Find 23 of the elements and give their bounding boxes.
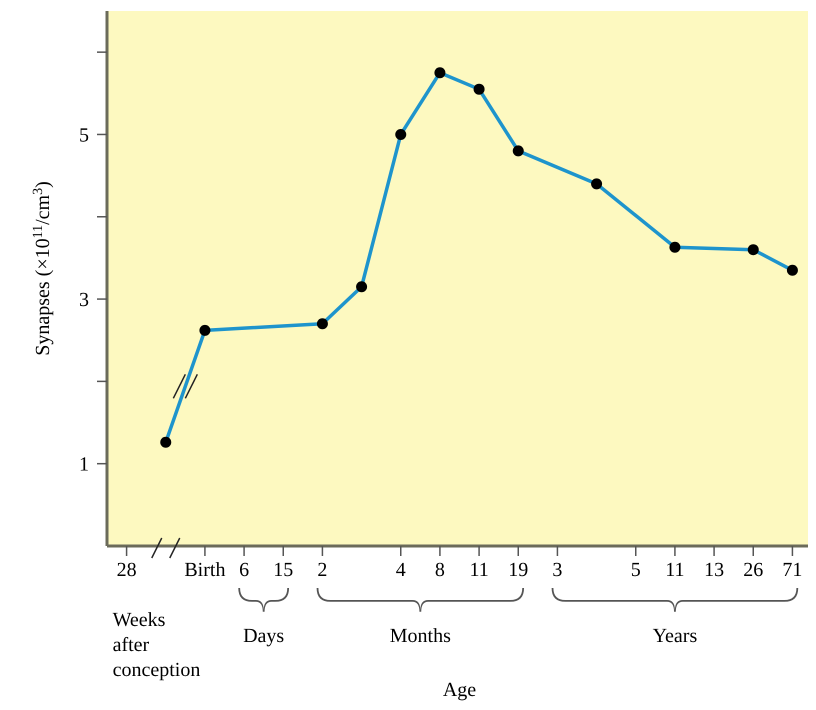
x-tick-label: 13	[704, 559, 724, 581]
x-tick-label: 4	[396, 559, 406, 581]
x-axis-title: Age	[442, 679, 476, 701]
text: Months	[390, 625, 452, 647]
x-tick-label: 5	[630, 559, 641, 581]
x-tick-label: 19	[508, 559, 528, 581]
x-tick-label: 11	[665, 559, 685, 581]
y-tick-label: 5	[79, 124, 89, 146]
x-tick-label: 3	[552, 559, 562, 581]
text: Days	[243, 625, 284, 647]
x-tick-label: 28	[116, 559, 137, 581]
x-tick-label: 15	[273, 559, 294, 581]
x-tick-label: 2	[317, 559, 328, 581]
x-tick-label: 6	[239, 559, 250, 581]
text: Years	[652, 625, 698, 647]
x-tick-label: 26	[743, 559, 764, 581]
x-tick-label: 11	[469, 559, 489, 581]
x-tick-label: 8	[434, 559, 445, 581]
y-tick-label: 3	[79, 289, 89, 312]
text: Weeks after conception	[112, 609, 200, 681]
x-tick-label: Birth	[184, 559, 226, 581]
y-tick-label: 1	[79, 454, 89, 476]
x-tick-label: 71	[782, 559, 802, 581]
